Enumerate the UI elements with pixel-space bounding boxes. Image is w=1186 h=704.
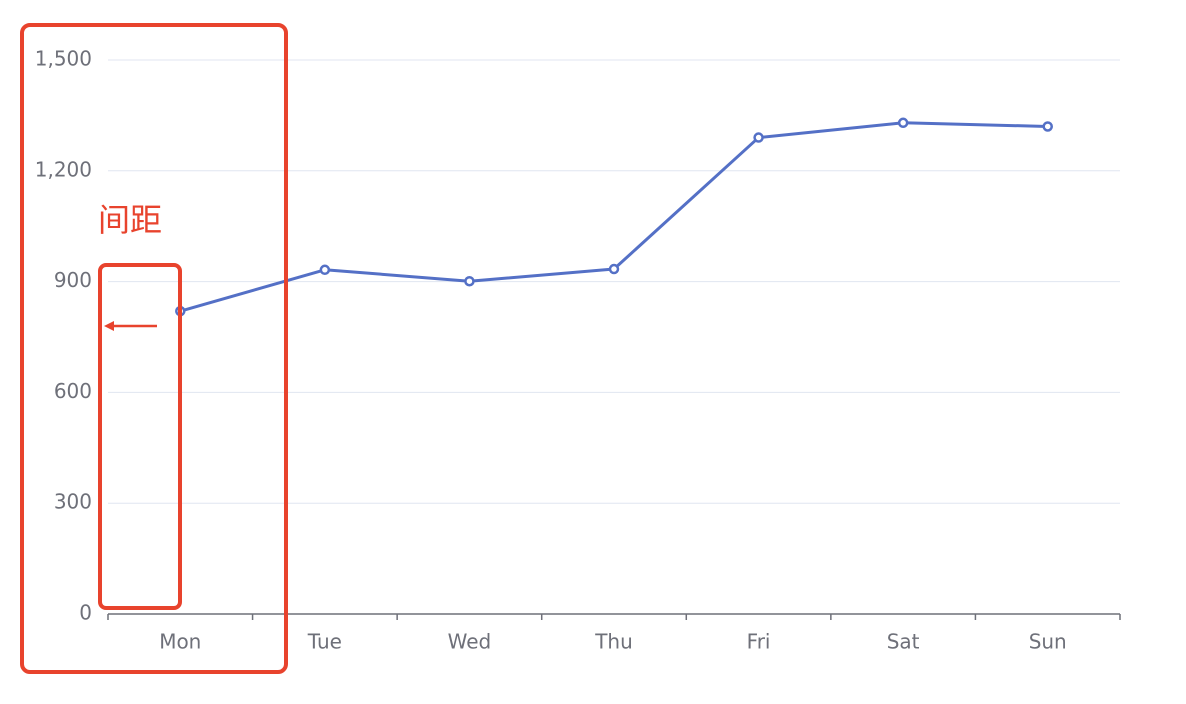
highlight-box [20, 23, 288, 674]
x-tick-label: Sun [1029, 630, 1067, 654]
x-tick-label: Fri [747, 630, 771, 654]
y-tick-label: 900 [54, 268, 92, 292]
x-tick-label: Thu [594, 630, 633, 654]
y-tick-label: 1,200 [35, 157, 92, 181]
y-tick-label: 300 [54, 490, 92, 514]
point [608, 263, 620, 275]
plot-area: 0 300 600 900 1,200 1,500 Mon Tue Wed Thu Fri Sat Su… [35, 47, 1121, 654]
gap-box [98, 263, 182, 610]
point [753, 132, 764, 143]
line [179, 121, 1048, 313]
point [319, 264, 331, 276]
y-tick-label: 600 [54, 379, 92, 403]
annotation: 间距 [98, 201, 162, 239]
x-tick-label: Tue [307, 630, 342, 654]
point [1042, 121, 1053, 132]
x-tick-label: Mon [159, 630, 201, 654]
x-tick-label: Sat [887, 630, 920, 654]
y-tick-label: 1,500 [35, 47, 92, 71]
x-tick-label: Wed [448, 630, 492, 654]
point [897, 117, 909, 129]
arrow-head [104, 321, 114, 331]
y-tick-label: 0 [79, 601, 92, 625]
point [464, 275, 475, 287]
